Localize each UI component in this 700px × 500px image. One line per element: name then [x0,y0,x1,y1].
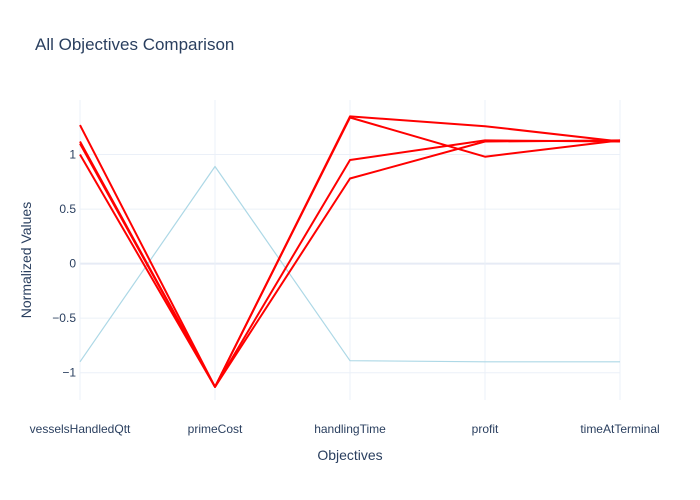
y-tick-label: 0 [69,257,76,271]
y-tick-labels: −1 −0.5 0 0.5 1 [52,148,76,380]
series-layer [79,115,621,388]
x-tick-labels: vesselsHandledQtt primeCost handlingTime pr… [30,422,660,436]
x-axis-label: Objectives [317,447,382,463]
y-tick-label: −0.5 [52,311,76,325]
x-tick-label: primeCost [188,422,243,436]
x-tick-label: timeAtTerminal [580,422,659,436]
series-line-2 [79,115,621,388]
series-line-1 [79,165,620,363]
y-tick-label: 1 [69,148,76,162]
x-tick-label: handlingTime [314,422,386,436]
chart-title: All Objectives Comparison [35,35,234,54]
y-tick-label: 0.5 [59,202,76,216]
y-tick-label: −1 [62,366,76,380]
x-tick-label: profit [472,422,499,436]
y-axis-label: Normalized Values [18,202,34,318]
grid-layer [79,100,621,400]
x-tick-label: vesselsHandledQtt [30,422,131,436]
series-line-5 [79,139,621,388]
